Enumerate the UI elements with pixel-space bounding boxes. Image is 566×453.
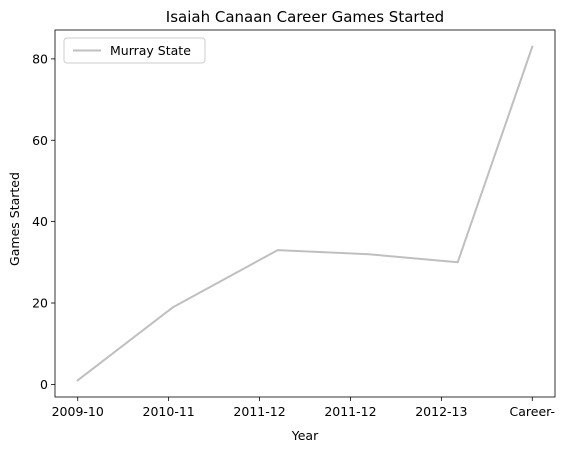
x-tick-label: 2012-13 <box>415 404 467 419</box>
y-tick-label: 0 <box>40 377 48 392</box>
x-axis-label: Year <box>291 428 319 443</box>
series-line-0 <box>76 45 534 382</box>
chart-title: Isaiah Canaan Career Games Started <box>166 8 444 26</box>
x-tick-label: 2010-11 <box>143 404 195 419</box>
y-axis-label: Games Started <box>7 172 22 266</box>
y-tick-label: 40 <box>32 214 48 229</box>
y-tick-label: 80 <box>32 51 48 66</box>
x-tick-label: 2011-12 <box>324 404 376 419</box>
legend-box <box>63 37 206 64</box>
y-tick-label: 60 <box>32 133 48 148</box>
x-tick-label: 2009-10 <box>52 404 104 419</box>
axes-frame <box>54 29 556 398</box>
legend-label: Murray State <box>110 43 191 58</box>
x-tick-label: 2011-12 <box>233 404 285 419</box>
y-tick-label: 20 <box>32 296 48 311</box>
x-tick-label: Career- <box>510 404 555 419</box>
legend: Murray State <box>63 37 206 64</box>
plot-area: 2009-10 2010-11 2011-12 2011-12 2012-13 Caree… <box>32 29 556 419</box>
